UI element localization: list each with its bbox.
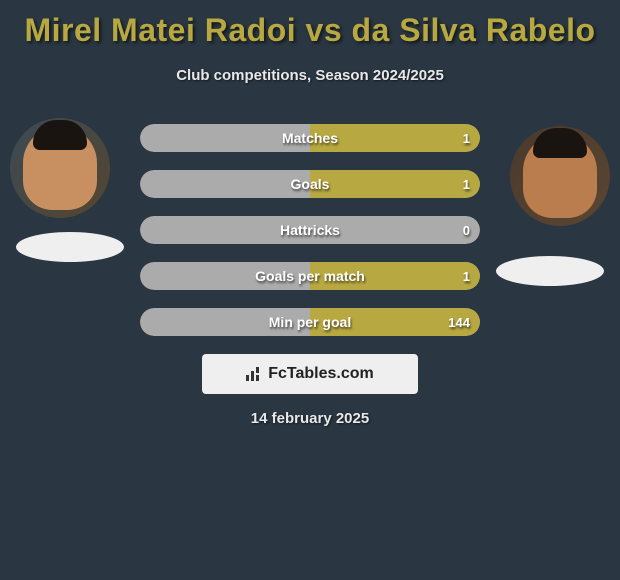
stat-row: Min per goal144	[140, 308, 480, 336]
stat-row: Goals per match1	[140, 262, 480, 290]
bar-chart-icon	[246, 367, 264, 381]
stat-label: Matches	[140, 124, 480, 152]
site-logo[interactable]: FcTables.com	[202, 354, 418, 394]
player-left-avatar	[10, 118, 110, 218]
date-label: 14 february 2025	[0, 410, 620, 427]
stat-row: Goals1	[140, 170, 480, 198]
stat-label: Hattricks	[140, 216, 480, 244]
season-subtitle: Club competitions, Season 2024/2025	[0, 67, 620, 84]
stat-row: Hattricks0	[140, 216, 480, 244]
avatar-face-icon	[523, 134, 597, 218]
stats-panel: Matches1Goals1Hattricks0Goals per match1…	[140, 124, 480, 354]
player-right-country-badge	[496, 256, 604, 286]
stat-value-right: 1	[463, 124, 470, 152]
page-title: Mirel Matei Radoi vs da Silva Rabelo	[0, 0, 620, 49]
logo-text: FcTables.com	[268, 365, 374, 383]
stat-value-right: 1	[463, 170, 470, 198]
stat-value-right: 144	[448, 308, 470, 336]
player-left-country-badge	[16, 232, 124, 262]
stat-value-right: 0	[463, 216, 470, 244]
stat-label: Goals per match	[140, 262, 480, 290]
avatar-circle	[10, 118, 110, 218]
stat-label: Min per goal	[140, 308, 480, 336]
avatar-circle	[510, 126, 610, 226]
stat-label: Goals	[140, 170, 480, 198]
player-right-avatar	[510, 126, 610, 226]
stat-value-right: 1	[463, 262, 470, 290]
avatar-face-icon	[23, 126, 97, 210]
stat-row: Matches1	[140, 124, 480, 152]
